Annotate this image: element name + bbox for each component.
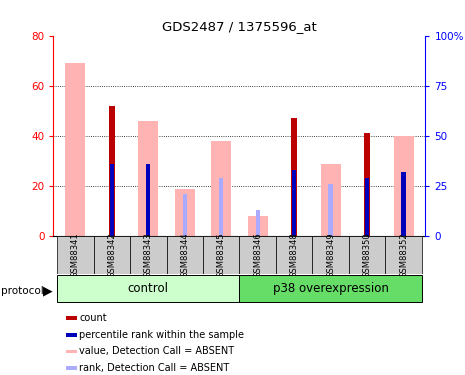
Text: ▶: ▶ bbox=[43, 284, 53, 297]
Bar bbox=[108, 106, 115, 236]
Text: GSM88342: GSM88342 bbox=[107, 232, 116, 278]
Bar bbox=[364, 134, 371, 236]
Bar bbox=[166, 236, 203, 274]
Bar bbox=[365, 178, 369, 236]
Bar bbox=[146, 164, 151, 236]
Bar bbox=[130, 236, 166, 274]
Text: GSM88341: GSM88341 bbox=[71, 232, 80, 278]
Bar bbox=[93, 236, 130, 274]
Text: GSM88348: GSM88348 bbox=[290, 232, 299, 278]
Bar bbox=[219, 178, 223, 236]
Bar bbox=[312, 236, 349, 274]
Bar bbox=[66, 316, 77, 320]
Bar bbox=[203, 236, 239, 274]
Text: protocol: protocol bbox=[1, 286, 44, 296]
Title: GDS2487 / 1375596_at: GDS2487 / 1375596_at bbox=[162, 20, 317, 33]
Text: rank, Detection Call = ABSENT: rank, Detection Call = ABSENT bbox=[79, 363, 230, 373]
Text: GSM88352: GSM88352 bbox=[399, 232, 408, 278]
Bar bbox=[66, 333, 77, 337]
Text: count: count bbox=[79, 313, 107, 323]
Text: value, Detection Call = ABSENT: value, Detection Call = ABSENT bbox=[79, 346, 234, 356]
Bar bbox=[239, 236, 276, 274]
Bar bbox=[328, 184, 333, 236]
Bar bbox=[291, 118, 298, 236]
Bar bbox=[248, 216, 268, 236]
Text: GSM88349: GSM88349 bbox=[326, 232, 335, 278]
Bar bbox=[401, 172, 406, 236]
Bar bbox=[276, 236, 312, 274]
Text: GSM88344: GSM88344 bbox=[180, 232, 189, 278]
Text: GSM88346: GSM88346 bbox=[253, 232, 262, 278]
Bar bbox=[321, 164, 341, 236]
Text: control: control bbox=[128, 282, 169, 295]
Bar bbox=[349, 236, 385, 274]
Text: GSM88345: GSM88345 bbox=[217, 232, 226, 278]
Bar bbox=[211, 141, 231, 236]
Bar bbox=[65, 63, 86, 236]
Bar bbox=[183, 194, 187, 236]
Bar bbox=[66, 366, 77, 370]
Text: GSM88350: GSM88350 bbox=[363, 232, 372, 278]
Text: percentile rank within the sample: percentile rank within the sample bbox=[79, 330, 244, 340]
Bar bbox=[292, 170, 296, 236]
Text: p38 overexpression: p38 overexpression bbox=[272, 282, 389, 295]
Bar bbox=[175, 189, 195, 236]
Bar bbox=[66, 350, 77, 353]
Bar bbox=[110, 164, 114, 236]
Bar bbox=[256, 210, 260, 236]
Bar bbox=[393, 136, 414, 236]
Bar bbox=[239, 275, 422, 302]
Text: GSM88343: GSM88343 bbox=[144, 232, 153, 278]
Bar bbox=[57, 275, 239, 302]
Bar bbox=[57, 236, 93, 274]
Bar bbox=[138, 121, 158, 236]
Bar bbox=[385, 236, 422, 274]
